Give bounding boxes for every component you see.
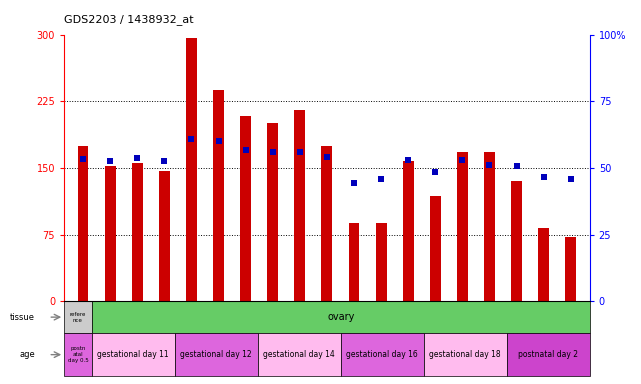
Point xyxy=(376,175,387,182)
Point xyxy=(403,160,413,166)
Bar xyxy=(457,152,468,301)
Bar xyxy=(322,146,332,301)
Bar xyxy=(92,333,175,376)
Point xyxy=(485,189,495,195)
Point xyxy=(457,157,467,163)
Bar xyxy=(294,110,305,301)
Bar xyxy=(64,301,92,333)
Text: GDS2203 / 1438932_at: GDS2203 / 1438932_at xyxy=(64,14,194,25)
Text: ovary: ovary xyxy=(327,312,354,322)
Text: gestational day 14: gestational day 14 xyxy=(263,350,335,359)
Point xyxy=(565,176,576,182)
Bar xyxy=(64,333,92,376)
Point xyxy=(105,158,115,164)
Bar xyxy=(430,196,441,301)
Bar xyxy=(104,166,115,301)
Point xyxy=(565,267,576,273)
Bar xyxy=(341,333,424,376)
Point xyxy=(322,146,332,152)
Bar xyxy=(258,333,341,376)
Point xyxy=(295,116,305,122)
Bar xyxy=(267,124,278,301)
Bar xyxy=(240,116,251,301)
Point xyxy=(538,252,549,258)
Text: gestational day 11: gestational day 11 xyxy=(97,350,169,359)
Point xyxy=(105,165,115,171)
Point xyxy=(295,149,305,155)
Text: age: age xyxy=(19,350,35,359)
Point xyxy=(159,165,169,171)
Bar xyxy=(403,161,413,301)
Text: gestational day 18: gestational day 18 xyxy=(429,350,501,359)
Bar xyxy=(159,170,170,301)
Point xyxy=(430,169,440,175)
Point xyxy=(187,44,197,50)
Text: refere
nce: refere nce xyxy=(70,312,86,323)
Text: tissue: tissue xyxy=(10,313,35,322)
Text: gestational day 16: gestational day 16 xyxy=(346,350,418,359)
Bar xyxy=(507,333,590,376)
Text: gestational day 12: gestational day 12 xyxy=(180,350,252,359)
Point xyxy=(213,58,224,64)
Bar xyxy=(78,146,88,301)
Point xyxy=(267,116,278,122)
Point xyxy=(78,155,88,161)
Point xyxy=(485,162,495,168)
Point xyxy=(512,163,522,169)
Text: postn
atal
day 0.5: postn atal day 0.5 xyxy=(67,346,88,363)
Point xyxy=(349,180,359,186)
Point xyxy=(403,157,413,163)
Bar xyxy=(175,333,258,376)
Point xyxy=(132,155,142,161)
Point xyxy=(240,107,251,113)
Point xyxy=(240,147,251,153)
Point xyxy=(78,156,88,162)
Bar xyxy=(424,333,507,376)
Point xyxy=(132,150,142,156)
Bar xyxy=(349,223,360,301)
Point xyxy=(213,138,224,144)
Point xyxy=(187,136,197,142)
Point xyxy=(267,149,278,155)
Bar xyxy=(132,164,143,301)
Bar xyxy=(565,237,576,301)
Point xyxy=(457,160,467,166)
Bar xyxy=(376,223,387,301)
Bar xyxy=(511,181,522,301)
Text: postnatal day 2: postnatal day 2 xyxy=(518,350,578,359)
Point xyxy=(430,228,440,234)
Point xyxy=(322,154,332,161)
Point xyxy=(349,286,359,292)
Bar xyxy=(186,38,197,301)
Bar xyxy=(538,228,549,301)
Bar xyxy=(484,152,495,301)
Point xyxy=(376,262,387,268)
Point xyxy=(538,174,549,180)
Bar xyxy=(213,90,224,301)
Point xyxy=(159,158,169,164)
Point xyxy=(512,194,522,200)
